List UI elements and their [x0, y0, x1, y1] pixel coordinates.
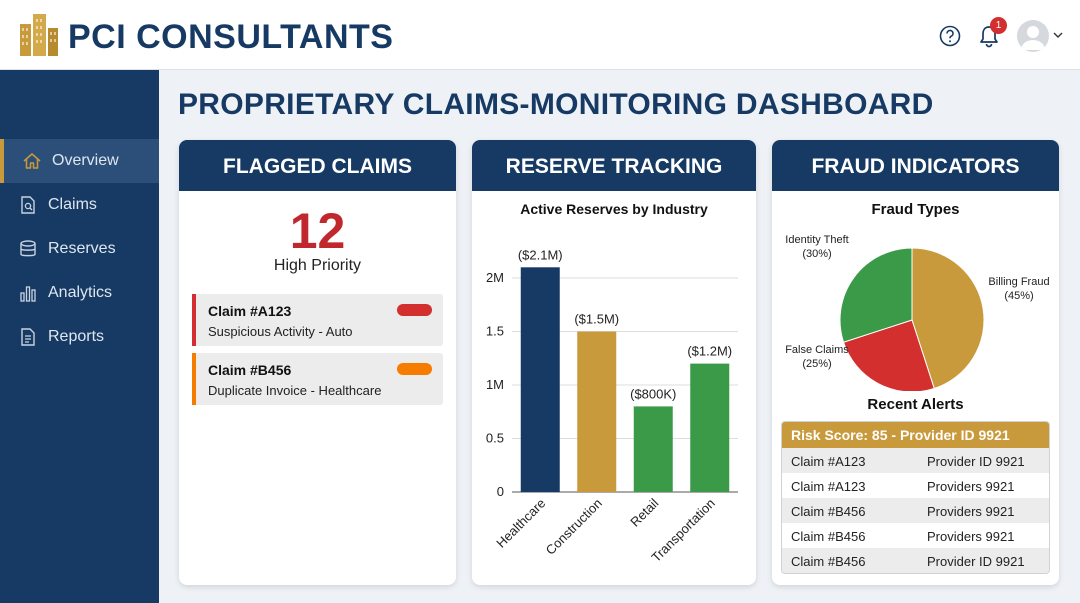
data-label: ($800K): [630, 386, 676, 401]
x-tick-label: Retail: [627, 495, 661, 529]
severity-pill: [397, 304, 432, 316]
sidebar-item-label: Analytics: [48, 284, 113, 301]
claim-description: Duplicate Invoice - Healthcare: [208, 383, 382, 398]
alert-claim: Claim #B456: [791, 554, 866, 569]
alerts-header[interactable]: Risk Score: 85 - Provider ID 9921: [782, 422, 1049, 448]
document-search-icon: [21, 196, 35, 214]
sidebar-item-reports[interactable]: Reports: [0, 315, 159, 359]
alert-claim: Claim #B456: [791, 529, 866, 544]
alert-claim: Claim #B456: [791, 504, 866, 519]
table-row[interactable]: Claim #B456 Providers 9921: [782, 523, 1049, 548]
sidebar-item-label: Overview: [52, 152, 119, 169]
building-logo-icon[interactable]: [18, 10, 60, 58]
app-header: PCI CONSULTANTS 1: [0, 0, 1080, 70]
pie-label: Billing Fraud: [988, 276, 1049, 288]
pie-percent: (45%): [1004, 290, 1033, 302]
y-tick-label: 2M: [486, 270, 504, 285]
sidebar-item-claims[interactable]: Claims: [0, 183, 159, 227]
claim-description: Suspicious Activity - Auto: [208, 324, 353, 339]
pie-label: False Claims: [785, 344, 849, 356]
pie-label: Identity Theft: [785, 234, 848, 246]
y-tick-label: 1M: [486, 377, 504, 392]
bar-retail: [633, 406, 673, 492]
table-row[interactable]: Claim #A123 Provider ID 9921: [782, 448, 1049, 473]
card-title: RESERVE TRACKING: [472, 140, 756, 191]
x-tick-label: Construction: [543, 496, 605, 558]
bar-construction: [577, 331, 617, 492]
user-icon: [1021, 26, 1045, 50]
severity-bar: [192, 353, 196, 405]
pie-percent: (25%): [802, 358, 831, 370]
alert-provider: Providers 9921: [927, 529, 1015, 544]
reserve-bar-chart: 0 0.5 1M 1.5 2M ($2.1M) Healthcare ($1.5M) Const…: [486, 247, 738, 565]
fraud-pie-chart: Billing Fraud (45%) False Claims (25%) Ident…: [785, 234, 1050, 391]
chart-title: Fraud Types: [871, 201, 960, 218]
sidebar-item-analytics[interactable]: Analytics: [0, 271, 159, 315]
alert-claim: Claim #A123: [791, 479, 866, 494]
claim-id: Claim #B456: [208, 362, 292, 378]
alert-provider: Providers 9921: [927, 504, 1015, 519]
card-title: FRAUD INDICATORS: [772, 140, 1059, 191]
recent-alerts-table: Risk Score: 85 - Provider ID 9921 Claim …: [781, 421, 1050, 574]
reserve-tracking-card: RESERVE TRACKING Active Reserves by Indu…: [472, 140, 756, 585]
alert-provider: Providers 9921: [927, 479, 1015, 494]
data-label: ($2.1M): [518, 247, 563, 262]
y-tick-label: 0: [497, 484, 504, 499]
severity-pill: [397, 363, 432, 375]
severity-bar: [192, 294, 196, 346]
chart-title: Active Reserves by Industry: [520, 201, 708, 217]
home-icon: [23, 153, 41, 169]
card-title: FLAGGED CLAIMS: [179, 140, 456, 191]
sidebar-item-label: Reports: [48, 328, 105, 345]
bar-healthcare: [520, 267, 560, 492]
chevron-down-icon[interactable]: [1053, 31, 1063, 39]
report-icon: [21, 328, 35, 346]
table-row[interactable]: Claim #A123 Providers 9921: [782, 473, 1049, 498]
alert-provider: Provider ID 9921: [927, 454, 1025, 469]
bar-chart-icon: [20, 286, 36, 302]
database-icon: [20, 240, 36, 257]
fraud-indicators-card: FRAUD INDICATORS Fraud Types Billing Fra…: [772, 140, 1059, 585]
sidebar: Overview Claims Reserves Analytics Repor…: [0, 70, 159, 603]
sidebar-item-label: Claims: [48, 196, 97, 213]
help-icon[interactable]: [939, 25, 961, 47]
notification-badge[interactable]: 1: [990, 17, 1007, 34]
pie-slice-identity-theft: [839, 247, 913, 343]
data-label: ($1.5M): [574, 312, 619, 327]
flagged-claim-item[interactable]: Claim #B456 Duplicate Invoice - Healthca…: [192, 353, 443, 405]
avatar[interactable]: [1017, 20, 1049, 52]
brand-name: PCI CONSULTANTS: [68, 18, 394, 56]
y-tick-label: 1.5: [486, 324, 504, 339]
pie-percent: (30%): [802, 248, 831, 260]
flagged-count: 12: [289, 203, 346, 259]
sidebar-item-overview[interactable]: Overview: [0, 139, 159, 183]
recent-alerts-title: Recent Alerts: [867, 396, 964, 413]
alert-claim: Claim #A123: [791, 454, 866, 469]
flagged-claim-item[interactable]: Claim #A123 Suspicious Activity - Auto: [192, 294, 443, 346]
page-title: PROPRIETARY CLAIMS-MONITORING DASHBOARD: [178, 88, 934, 121]
pie-slice-billing-fraud: [911, 247, 985, 390]
flagged-claims-card: FLAGGED CLAIMS 12 High Priority Claim #A…: [179, 140, 456, 585]
table-row[interactable]: Claim #B456 Provider ID 9921: [782, 548, 1049, 573]
table-row[interactable]: Claim #B456 Providers 9921: [782, 498, 1049, 523]
x-tick-label: Healthcare: [493, 496, 548, 551]
pie-slice-false-claims: [842, 319, 935, 391]
data-label: ($1.2M): [687, 344, 732, 359]
flagged-count-label: High Priority: [273, 257, 362, 274]
y-tick-label: 0.5: [486, 431, 504, 446]
sidebar-item-label: Reserves: [48, 240, 116, 257]
alert-provider: Provider ID 9921: [927, 554, 1025, 569]
sidebar-item-reserves[interactable]: Reserves: [0, 227, 159, 271]
bar-transportation: [690, 363, 730, 492]
claim-id: Claim #A123: [208, 303, 292, 319]
